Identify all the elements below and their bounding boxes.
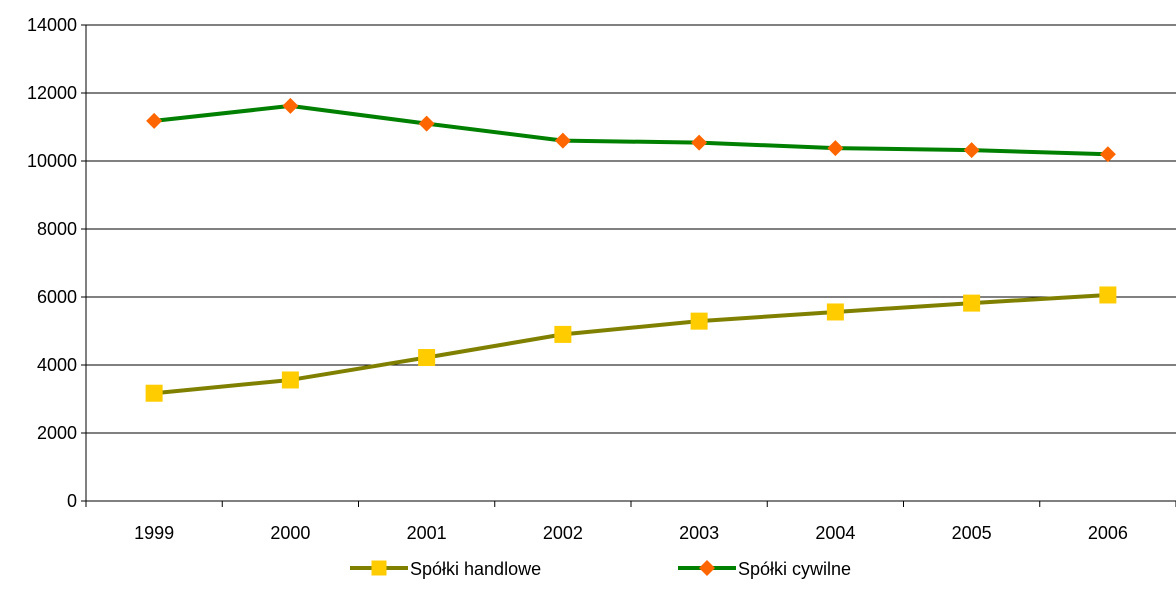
x-tick-label: 2003 xyxy=(679,523,719,543)
data-point xyxy=(418,349,436,367)
series-lines xyxy=(145,97,1117,402)
data-point xyxy=(963,294,981,312)
y-tick-label: 8000 xyxy=(37,219,77,239)
data-point xyxy=(963,142,980,159)
y-tick-label: 10000 xyxy=(27,151,77,171)
y-tick-label: 4000 xyxy=(37,355,77,375)
series-line xyxy=(153,292,1108,396)
data-point xyxy=(418,115,435,132)
series-2 xyxy=(146,97,1116,163)
square-marker-icon xyxy=(371,560,387,576)
x-tick-label: 1999 xyxy=(134,523,174,543)
data-point xyxy=(145,384,163,402)
y-tick-label: 6000 xyxy=(37,287,77,307)
y-tick-label: 0 xyxy=(67,491,77,511)
data-point xyxy=(1099,286,1117,304)
legend-label: Spółki cywilne xyxy=(738,559,851,579)
diamond-marker-icon xyxy=(699,560,715,576)
series-line xyxy=(153,103,1108,157)
data-point xyxy=(282,97,299,114)
x-tick-label: 2004 xyxy=(815,523,855,543)
y-tick-label: 2000 xyxy=(37,423,77,443)
data-point xyxy=(146,112,163,129)
series-1 xyxy=(145,286,1117,402)
x-tick-label: 2002 xyxy=(543,523,583,543)
axes: 0 2000 4000 6000 8000 10000 12000 14000 1999 2000… xyxy=(27,15,1176,543)
x-tick-label: 2001 xyxy=(407,523,447,543)
data-point xyxy=(1099,146,1116,163)
data-point xyxy=(281,371,299,389)
legend-item-1: Spółki handlowe xyxy=(350,559,541,579)
x-tick-label: 2006 xyxy=(1088,523,1128,543)
y-tick-label: 12000 xyxy=(27,83,77,103)
data-point xyxy=(690,312,708,330)
legend: Spółki handlowe Spółki cywilne xyxy=(350,559,851,579)
data-point xyxy=(827,140,844,157)
data-point xyxy=(554,325,572,343)
data-point xyxy=(691,134,708,151)
y-tick-label: 14000 xyxy=(27,15,77,35)
legend-item-2: Spółki cywilne xyxy=(678,559,851,579)
x-tick-label: 2005 xyxy=(952,523,992,543)
data-point xyxy=(826,303,844,321)
legend-label: Spółki handlowe xyxy=(410,559,541,579)
gridlines xyxy=(86,24,1176,434)
x-tick-label: 2000 xyxy=(270,523,310,543)
data-point xyxy=(554,132,571,149)
